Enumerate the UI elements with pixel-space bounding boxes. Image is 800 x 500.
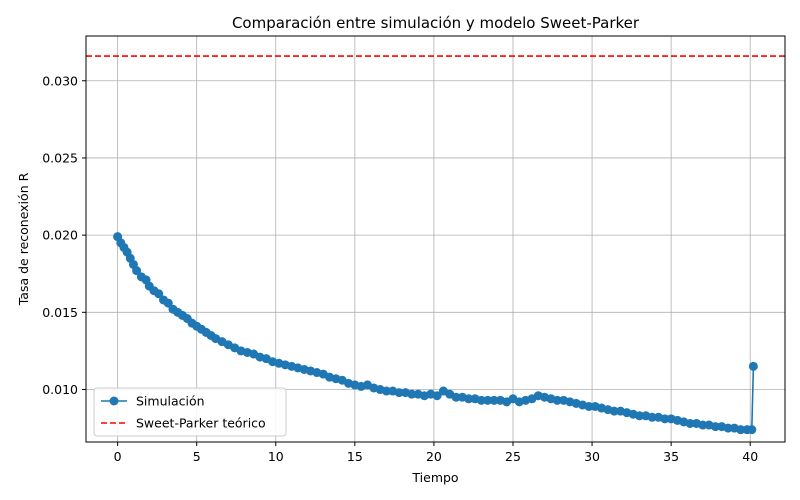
- simulation-point: [749, 362, 758, 371]
- legend-label-sweet-parker: Sweet-Parker teórico: [136, 416, 266, 431]
- legend-marker-simulation: [110, 397, 119, 406]
- y-axis-label: Tasa de reconexión R: [16, 172, 31, 306]
- y-tick-label: 0.015: [42, 305, 78, 320]
- legend: Simulación Sweet-Parker teórico: [94, 388, 286, 436]
- simulation-point: [747, 425, 756, 434]
- x-tick-label: 20: [426, 449, 442, 464]
- x-tick-label: 35: [663, 449, 679, 464]
- x-tick-label: 30: [584, 449, 600, 464]
- y-tick-label: 0.025: [42, 150, 78, 165]
- x-tick-label: 40: [742, 449, 758, 464]
- x-tick-label: 0: [114, 449, 122, 464]
- plot-area: [86, 36, 785, 442]
- y-tick-label: 0.020: [42, 228, 78, 243]
- legend-label-simulation: Simulación: [136, 394, 205, 409]
- x-tick-label: 5: [193, 449, 201, 464]
- y-tick-label: 0.030: [42, 73, 78, 88]
- x-tick-label: 10: [268, 449, 284, 464]
- x-tick-label: 25: [505, 449, 521, 464]
- x-axis-label: Tiempo: [411, 470, 458, 485]
- chart-title: Comparación entre simulación y modelo Sw…: [232, 14, 640, 32]
- y-tick-label: 0.010: [42, 382, 78, 397]
- x-tick-label: 15: [347, 449, 363, 464]
